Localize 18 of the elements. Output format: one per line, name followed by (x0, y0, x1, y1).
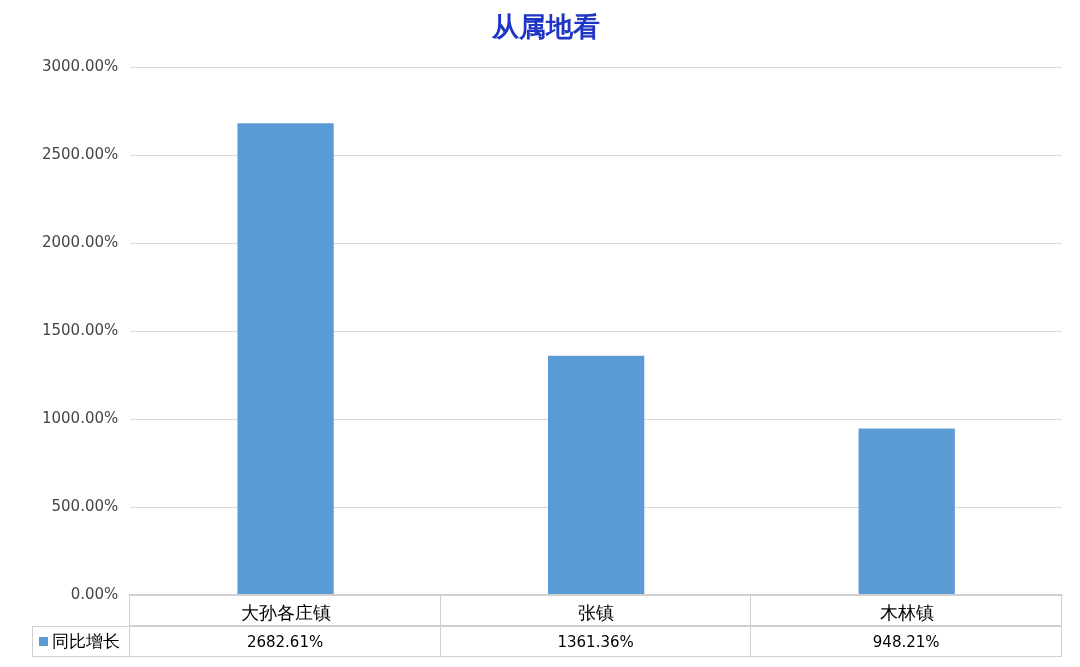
x-tick-label: 木林镇 (879, 601, 934, 623)
y-tick-label: 0.00% (70, 585, 119, 604)
data-label: 948.21% (750, 626, 1062, 658)
bar (858, 428, 955, 595)
bar (548, 355, 645, 595)
legend-label: 同比增长 (52, 630, 120, 654)
x-tick-label: 张镇 (578, 601, 615, 623)
y-tick-label: 1000.00% (41, 409, 119, 428)
data-label: 2682.61% (129, 626, 441, 658)
chart-title: 从属地看 (491, 11, 600, 43)
x-tick-label: 大孙各庄镇 (240, 601, 331, 623)
y-tick-label: 3000.00% (41, 57, 119, 76)
y-tick-label: 2500.00% (41, 145, 119, 164)
y-tick-label: 2000.00% (41, 233, 119, 252)
y-tick-label: 500.00% (51, 497, 119, 516)
bar (237, 123, 334, 595)
y-tick-label: 1500.00% (41, 321, 119, 340)
data-label: 1361.36% (439, 626, 752, 658)
